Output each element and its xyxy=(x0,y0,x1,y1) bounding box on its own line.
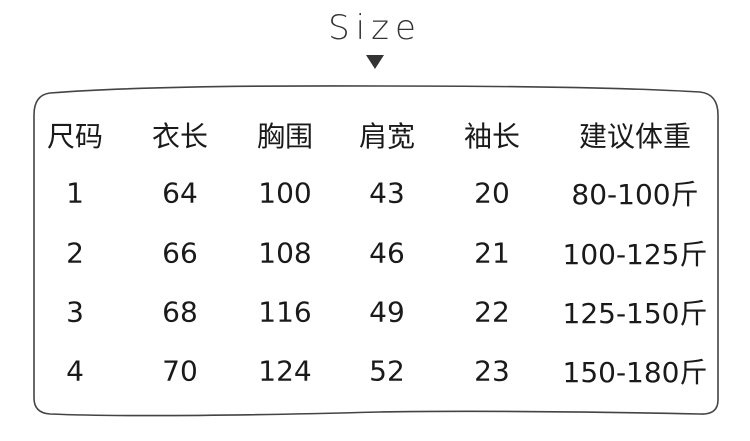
table-cell: 150-180斤 xyxy=(562,356,708,389)
table-cell: 124 xyxy=(258,354,312,388)
table-cell: 66 xyxy=(162,236,198,270)
table-cell: 1 xyxy=(66,176,84,210)
column-header: 肩宽 xyxy=(358,120,416,153)
column-header: 建议体重 xyxy=(578,120,692,153)
table-cell: 20 xyxy=(474,176,510,210)
table-cell: 21 xyxy=(474,236,510,270)
table-cell: 2 xyxy=(66,236,84,270)
table-cell: 4 xyxy=(66,354,84,388)
down-arrow-icon xyxy=(366,55,384,69)
table-cell: 64 xyxy=(162,176,198,210)
table-cell: 70 xyxy=(162,354,198,388)
table-cell: 116 xyxy=(258,295,312,329)
table-cell: 46 xyxy=(369,236,405,270)
column-header: 袖长 xyxy=(463,120,521,153)
table-cell: 52 xyxy=(369,354,405,388)
size-title: Size xyxy=(328,8,422,48)
column-header: 尺码 xyxy=(46,120,104,153)
table-cell: 49 xyxy=(369,295,405,329)
table-cell: 100 xyxy=(258,176,312,210)
table-cell: 80-100斤 xyxy=(571,178,699,211)
table-cell: 3 xyxy=(66,295,84,329)
column-header: 胸围 xyxy=(256,120,314,153)
table-cell: 100-125斤 xyxy=(562,238,708,271)
column-header: 衣长 xyxy=(151,120,209,153)
table-cell: 22 xyxy=(474,295,510,329)
table-cell: 43 xyxy=(369,176,405,210)
table-cell: 23 xyxy=(474,354,510,388)
table-cell: 108 xyxy=(258,236,312,270)
table-cell: 68 xyxy=(162,295,198,329)
table-cell: 125-150斤 xyxy=(562,297,708,330)
